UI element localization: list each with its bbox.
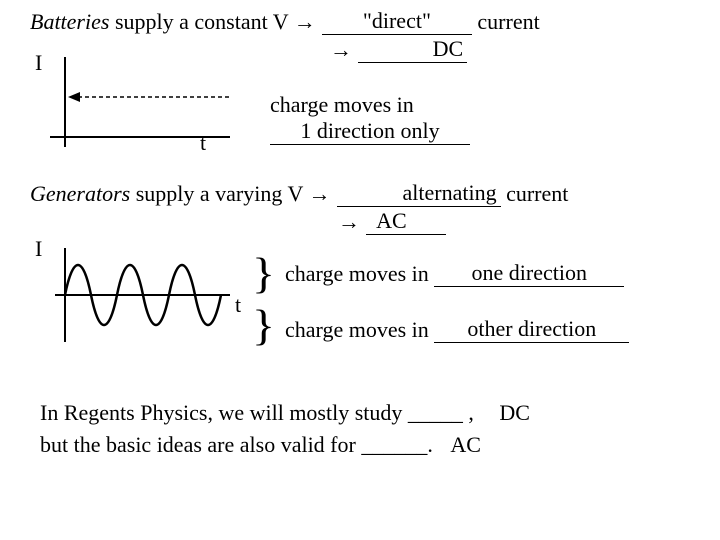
dc-charge-block: charge moves in 1 direction only	[270, 92, 470, 145]
gen-blank2: AC	[366, 208, 446, 235]
footer-line2-text: but the basic ideas are also valid for _…	[40, 432, 433, 457]
generators-line1: Generators supply a varying V → alternat…	[30, 180, 568, 207]
batteries-line2: → DC	[330, 36, 467, 63]
dc-I-label: I	[35, 50, 42, 76]
ac-charge1-prefix: charge moves in	[285, 261, 429, 286]
dc-charge-blank: 1 direction only	[270, 118, 470, 145]
footer-ans1: DC	[499, 400, 530, 425]
gen-after1: current	[501, 181, 569, 206]
batteries-rest: supply a constant V	[109, 9, 288, 34]
ac-charge2: charge moves in other direction	[285, 316, 629, 343]
batteries-after1: current	[472, 9, 540, 34]
footer-line1-text: In Regents Physics, we will mostly study…	[40, 400, 474, 425]
batteries-italic: Batteries	[30, 9, 109, 34]
batteries-blank1: "direct"	[322, 8, 472, 35]
generators-line2: → AC	[338, 208, 446, 235]
dc-graph-svg	[30, 52, 270, 152]
batteries-line1: Batteries supply a constant V → "direct"…	[30, 8, 540, 35]
ac-graph-svg	[30, 240, 260, 350]
dc-t-label: t	[200, 130, 206, 156]
brace-bottom: }	[252, 304, 275, 347]
ac-charge1: charge moves in one direction	[285, 260, 624, 287]
ac-graph: I t	[30, 240, 260, 350]
ac-charge2-blank: other direction	[434, 316, 629, 343]
ac-I-label: I	[35, 236, 42, 262]
ac-t-label: t	[235, 292, 241, 318]
brace-top: }	[252, 252, 275, 295]
footer-ans2: AC	[450, 432, 481, 457]
gen-blank1: alternating	[337, 180, 501, 207]
gen-italic: Generators	[30, 181, 130, 206]
footer-line2: but the basic ideas are also valid for _…	[40, 432, 481, 458]
gen-rest: supply a varying V	[130, 181, 303, 206]
batteries-blank2: DC	[358, 36, 467, 63]
ac-charge2-prefix: charge moves in	[285, 317, 429, 342]
ac-charge1-blank: one direction	[434, 260, 624, 287]
dc-graph: I t	[30, 52, 270, 152]
dc-charge-prefix: charge moves in	[270, 92, 470, 118]
footer-line1: In Regents Physics, we will mostly study…	[40, 400, 530, 426]
